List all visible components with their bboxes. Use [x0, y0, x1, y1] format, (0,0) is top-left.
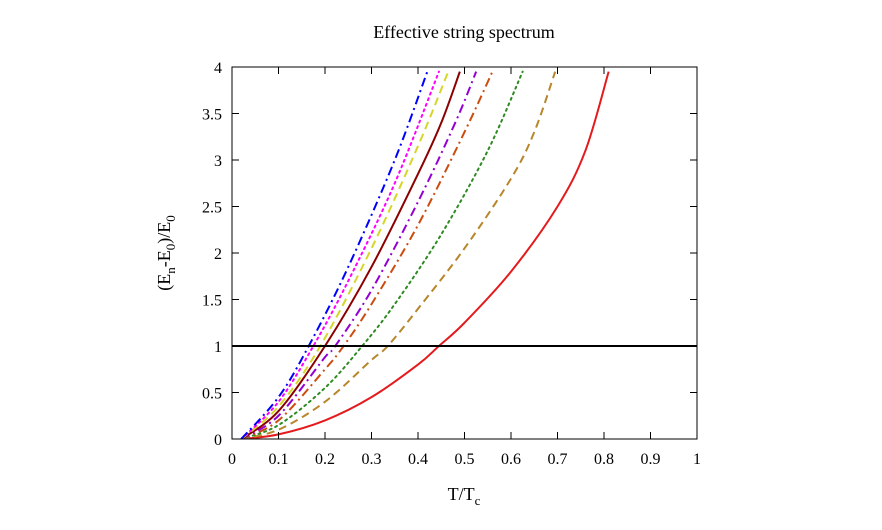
- series-layer: [240, 70, 610, 439]
- x-tick-label: 0.3: [362, 451, 382, 468]
- y-axis-title-s1: n: [163, 267, 178, 274]
- y-tick-label: 1.5: [202, 293, 222, 310]
- series-line-n3: [240, 70, 524, 439]
- x-tick-label: 0.1: [269, 451, 289, 468]
- y-tick-label: 3: [214, 153, 222, 170]
- x-tick-label: 0.7: [548, 451, 568, 468]
- y-axis-title-s3: 0: [163, 215, 178, 222]
- x-tick-label: 0: [228, 451, 236, 468]
- x-tick-label: 0.8: [594, 451, 614, 468]
- series-line-n2: [241, 71, 557, 439]
- x-tick-label: 0.2: [315, 451, 335, 468]
- x-tick-label: 0.4: [408, 451, 428, 468]
- chart-title: Effective string spectrum: [373, 22, 555, 42]
- series-line-n5: [240, 71, 478, 439]
- y-axis-title-s2: 0: [163, 244, 178, 251]
- y-axis-title-p3: )/E: [154, 222, 175, 244]
- x-axis-title-base: T/T: [448, 484, 475, 504]
- y-tick-label: 1: [214, 339, 222, 356]
- y-tick-label: 0.5: [202, 386, 222, 403]
- x-tick-label: 0.9: [641, 451, 661, 468]
- x-axis: 0 0.1 0.2 0.3 0.4 0.5 0.6 0.7 0.8 0.9 1: [228, 67, 701, 468]
- series-line-n9: [240, 71, 429, 439]
- x-axis-title-sub: c: [475, 493, 481, 508]
- y-axis: 0 0.5 1 1.5 2 2.5 3 3.5 4: [202, 60, 697, 449]
- y-tick-label: 0: [214, 432, 222, 449]
- y-tick-label: 3.5: [202, 107, 222, 124]
- x-tick-label: 0.5: [455, 451, 475, 468]
- y-tick-label: 2: [214, 246, 222, 263]
- series-line-n8: [240, 70, 440, 439]
- y-axis-title-p1: (E: [154, 274, 175, 291]
- y-tick-label: 2.5: [202, 200, 222, 217]
- series-line-n6: [240, 71, 461, 439]
- plot-frame: [231, 66, 698, 440]
- y-axis-title: (En-E0)/E0: [154, 215, 178, 291]
- series-line-n4: [240, 71, 494, 439]
- x-axis-title: T/Tc: [448, 484, 481, 508]
- y-tick-label: 4: [214, 60, 222, 77]
- y-axis-title-p2: -E: [154, 250, 174, 267]
- series-line-n1: [241, 71, 610, 439]
- x-tick-label: 1: [693, 451, 701, 468]
- x-tick-label: 0.6: [501, 451, 521, 468]
